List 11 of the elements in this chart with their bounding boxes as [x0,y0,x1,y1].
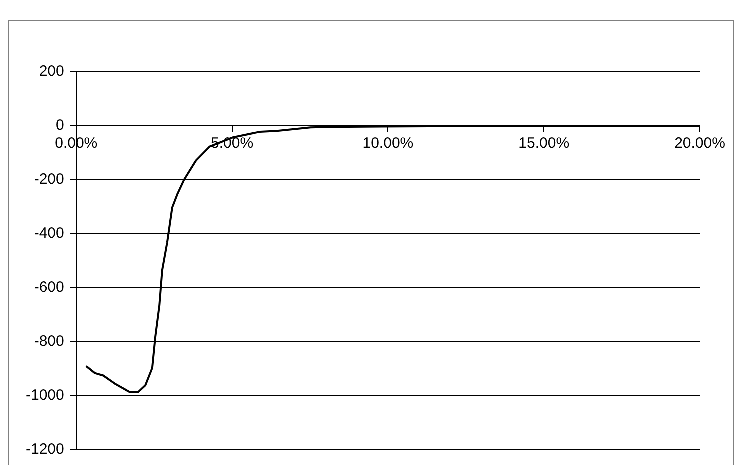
y-tick-label: -1200 [26,441,64,458]
y-tick-label: 0 [56,117,64,134]
y-tick-label: -200 [34,171,64,188]
y-tick-label: -400 [34,225,64,242]
x-tick-label: 10.00% [362,135,414,152]
y-tick-label: 200 [39,63,64,80]
y-tick-label: -600 [34,279,64,296]
y-tick-label: -1000 [26,387,64,404]
y-tick-label: -800 [34,333,64,350]
x-tick-label: 20.00% [674,135,726,152]
x-tick-label: 15.00% [518,135,570,152]
